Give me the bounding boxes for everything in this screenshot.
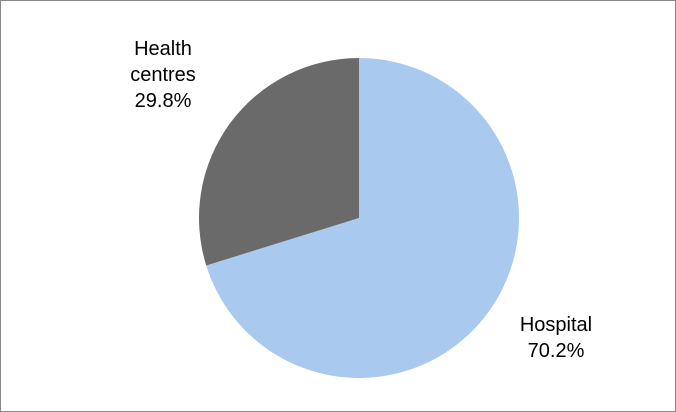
category-label: Hospital	[519, 314, 593, 336]
pie-slice	[199, 58, 359, 266]
category-label: Health centres	[130, 38, 196, 86]
slice-label: Hospital 70.2%	[486, 312, 626, 364]
pie-slice	[206, 58, 519, 379]
value-label: 70.2%	[527, 340, 585, 362]
value-label: 29.8%	[134, 90, 192, 112]
slice-label: Health centres 29.8%	[108, 36, 218, 114]
